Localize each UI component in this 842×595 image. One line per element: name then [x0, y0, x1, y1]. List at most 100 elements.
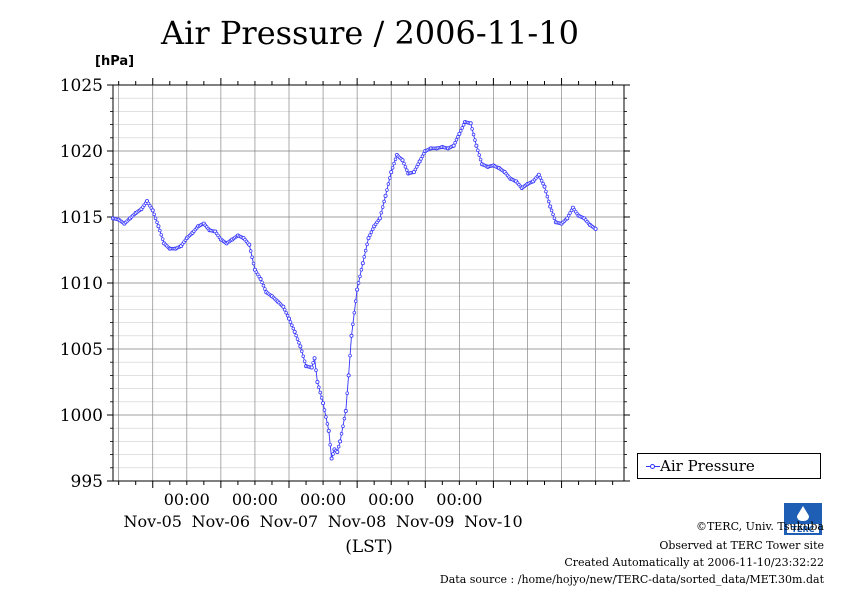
- series-point-interp: [319, 396, 324, 400]
- series-point-interp: [549, 208, 554, 213]
- series-point: [338, 439, 343, 444]
- x-tick-time-label: 00:00: [164, 490, 210, 509]
- series-point-interp: [152, 212, 156, 217]
- series-point-interp: [153, 216, 158, 221]
- series-point-interp: [405, 168, 409, 172]
- series-point-interp: [300, 349, 304, 354]
- series-point-interp: [368, 233, 372, 237]
- series-point-interp: [295, 337, 300, 341]
- y-tick-label: 1000: [60, 406, 103, 426]
- series-point-interp: [288, 320, 293, 324]
- series-point-interp: [471, 132, 476, 137]
- series-point: [411, 170, 416, 175]
- series-point: [156, 224, 161, 229]
- series-point-interp: [328, 442, 332, 447]
- series-point-interp: [331, 452, 335, 456]
- series-point: [287, 316, 292, 321]
- series-point-interp: [380, 205, 385, 209]
- series-point-interp: [283, 307, 287, 312]
- grid-layer: [113, 84, 624, 482]
- x-tick-time-label: 00:00: [368, 490, 414, 509]
- series-point-interp: [385, 188, 389, 192]
- x-tick-date-label: Nov-08: [328, 512, 386, 531]
- series-point-interp: [160, 237, 165, 241]
- series-point-interp: [413, 167, 418, 172]
- series-point-interp: [478, 157, 483, 162]
- series-point-interp: [297, 340, 301, 345]
- series-point-interp: [318, 390, 322, 395]
- series-point-interp: [248, 249, 253, 253]
- series-point-interp: [159, 233, 164, 237]
- series-point-interp: [476, 148, 480, 153]
- series-point: [309, 365, 314, 370]
- series-point: [150, 208, 155, 213]
- series-point-interp: [284, 310, 288, 315]
- series-point: [451, 143, 456, 148]
- series-point-interp: [456, 135, 460, 139]
- series-point-interp: [453, 141, 457, 145]
- x-tick-date-label: Nov-09: [396, 512, 454, 531]
- series-point: [474, 143, 479, 148]
- axis-layer: 995 1000 1005 1010 1015 1020 1025 00:00 00:00 00:…: [60, 76, 630, 531]
- series-point: [343, 409, 348, 414]
- series-point-interp: [392, 161, 396, 166]
- x-tick-time-label: 00:00: [232, 490, 278, 509]
- series-point-interp: [314, 368, 318, 372]
- series-point-interp: [341, 424, 345, 428]
- series-point: [346, 373, 351, 378]
- series-point-interp: [251, 261, 256, 266]
- series-point: [360, 261, 365, 266]
- series-point: [312, 356, 317, 361]
- series-point-interp: [285, 313, 290, 318]
- series-point: [366, 236, 371, 241]
- series-point: [281, 304, 286, 309]
- terc-logo-icon: TERC: [784, 503, 822, 535]
- series-point: [468, 121, 473, 126]
- series-point-interp: [541, 181, 545, 186]
- series-point-interp: [379, 210, 384, 215]
- x-tick-time-label: 00:00: [300, 490, 346, 509]
- series-point: [329, 456, 334, 461]
- series-point-interp: [339, 432, 344, 436]
- series-point-interp: [388, 176, 392, 180]
- series-point: [417, 159, 422, 164]
- y-tick-label: 1010: [60, 274, 103, 294]
- series-point-interp: [325, 422, 330, 426]
- series-point: [321, 401, 326, 406]
- series-point: [326, 428, 331, 433]
- series-point-interp: [155, 220, 159, 225]
- series-point-interp: [359, 268, 364, 272]
- series-point: [548, 204, 553, 209]
- series-point-interp: [547, 199, 551, 204]
- series-point-interp: [263, 287, 267, 291]
- y-tick-label: 1025: [60, 76, 103, 96]
- x-tick-date-label: Nov-05: [124, 512, 182, 531]
- series-point-interp: [539, 178, 544, 183]
- series-point-interp: [420, 154, 425, 159]
- legend: Air Pressure: [637, 453, 821, 479]
- series-point-interp: [352, 310, 357, 315]
- series-point: [247, 242, 252, 247]
- series-point: [565, 216, 570, 221]
- series-point: [389, 170, 394, 175]
- series-point-interp: [311, 361, 315, 365]
- logo-text: TERC: [792, 525, 815, 534]
- series-point-interp: [345, 391, 349, 395]
- series-point-interp: [477, 153, 481, 157]
- series-point: [349, 333, 354, 338]
- series-line: [112, 121, 596, 459]
- series-point-interp: [419, 157, 423, 161]
- series-point: [542, 184, 547, 189]
- series-point: [457, 131, 462, 136]
- series-point-interp: [356, 281, 361, 285]
- series-point-interp: [415, 165, 419, 169]
- series-point-interp: [301, 354, 305, 359]
- series-point-interp: [473, 138, 477, 142]
- series-point: [335, 449, 340, 454]
- series-point-interp: [386, 182, 391, 186]
- series-point-interp: [460, 126, 464, 130]
- y-axis-unit: [hPa]: [95, 54, 135, 69]
- series-point-interp: [353, 299, 358, 303]
- series-point: [377, 216, 382, 221]
- series-point-interp: [470, 127, 474, 131]
